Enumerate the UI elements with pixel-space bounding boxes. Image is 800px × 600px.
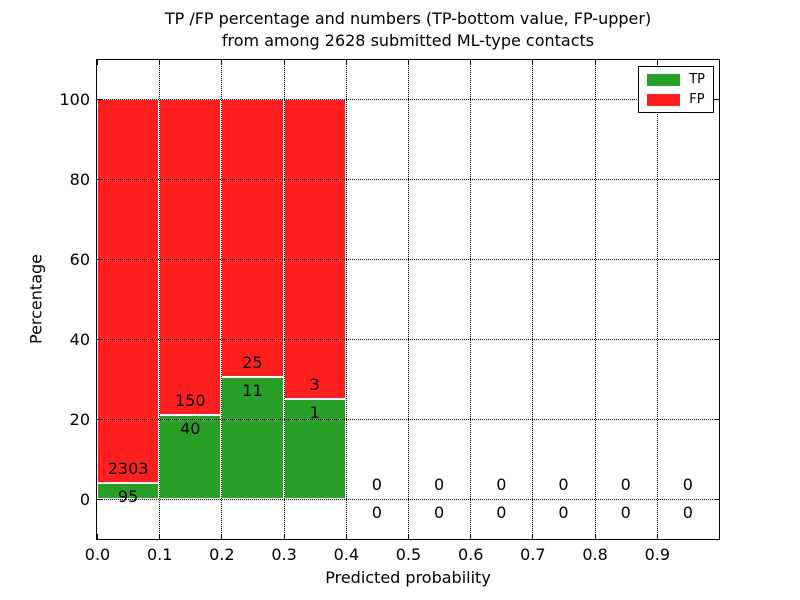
x-tick-top — [221, 60, 223, 65]
x-tick-label: 0.8 — [582, 545, 608, 564]
bar-count-tp: 0 — [620, 503, 631, 522]
bar-segment-fp — [283, 99, 346, 399]
bar-count-tp: 95 — [117, 487, 139, 507]
bar-segment-fp — [97, 99, 160, 484]
bar-count-tp: 11 — [242, 380, 263, 400]
chart-title: TP /FP percentage and numbers (TP-bottom… — [97, 8, 719, 52]
bar-count-fp: 0 — [434, 475, 445, 494]
x-tick-label: 0.3 — [271, 545, 297, 564]
bar-count-fp: 0 — [620, 475, 631, 494]
y-tick-left — [97, 419, 102, 420]
x-tick-label: 0.4 — [333, 545, 360, 564]
x-tick-bottom — [283, 534, 285, 539]
bar-count-tp: 1 — [309, 403, 320, 422]
x-tick-bottom — [97, 534, 98, 539]
gridline-x — [470, 60, 472, 539]
y-tick-label: 40 — [69, 329, 90, 349]
bar-count-tp: 0 — [682, 503, 693, 522]
x-tick-top — [656, 60, 658, 65]
bar-count-fp: 25 — [242, 352, 263, 372]
y-tick-right — [714, 419, 719, 420]
x-tick-bottom — [470, 534, 472, 539]
y-tick-label: 20 — [69, 409, 90, 429]
x-tick-top — [532, 60, 534, 65]
x-tick-bottom — [345, 534, 347, 539]
x-tick-bottom — [532, 534, 534, 539]
bar-count-tp: 40 — [180, 418, 201, 438]
y-tick-label: 100 — [59, 89, 90, 109]
x-tick-label: 0.0 — [84, 545, 111, 564]
gridline-x — [159, 60, 161, 539]
y-tick-label: 80 — [69, 169, 90, 189]
x-axis-label: Predicted probability — [325, 568, 491, 587]
x-tick-top — [408, 60, 409, 65]
gridline-x — [283, 60, 285, 539]
gridline-x — [221, 60, 223, 539]
chart-title-line2: from among 2628 submitted ML-type contac… — [221, 31, 595, 50]
legend-label: TP — [689, 72, 705, 87]
legend-item: FP — [647, 92, 705, 107]
x-tick-bottom — [408, 534, 409, 539]
gridline-x — [656, 60, 658, 539]
x-tick-top — [283, 60, 285, 65]
y-tick-left — [97, 499, 102, 500]
x-tick-top — [97, 60, 98, 65]
y-tick-right — [714, 179, 719, 180]
y-tick-right — [714, 499, 719, 500]
bar-count-fp: 0 — [496, 475, 507, 494]
bar-count-fp: 150 — [175, 390, 206, 410]
x-tick-top — [345, 60, 347, 65]
x-tick-bottom — [594, 534, 596, 539]
bar-segment-tp — [283, 399, 346, 499]
x-tick-bottom — [656, 534, 658, 539]
y-tick-label: 0 — [79, 489, 90, 509]
y-tick-left — [97, 179, 102, 180]
bar-count-tp: 0 — [434, 503, 445, 522]
bar-count-tp: 0 — [371, 503, 382, 522]
plot-area: TP FP 2303 95 150 40 25 11 3 1 0 0 0 0 0 0 0 0 0 0 0 0 — [96, 59, 720, 540]
gridline-x — [532, 60, 534, 539]
x-tick-top — [159, 60, 161, 65]
bar-segment-tp — [159, 414, 222, 499]
x-tick-bottom — [221, 534, 223, 539]
y-tick-right — [714, 339, 719, 340]
legend-label: FP — [689, 92, 705, 107]
legend-swatch-fp — [647, 93, 681, 106]
legend-item: TP — [647, 72, 705, 87]
x-tick-bottom — [159, 534, 161, 539]
x-tick-label: 0.9 — [644, 545, 671, 564]
y-tick-right — [714, 99, 719, 100]
bar-count-fp: 0 — [558, 475, 569, 494]
y-tick-left — [97, 259, 102, 260]
chart-title-line1: TP /FP percentage and numbers (TP-bottom… — [164, 9, 652, 28]
bar-count-fp: 0 — [682, 475, 693, 494]
bar-segment-fp — [159, 99, 222, 415]
bar-count-fp: 3 — [309, 375, 320, 394]
y-tick-right — [714, 259, 719, 260]
y-tick-left — [97, 99, 102, 100]
legend: TP FP — [638, 66, 714, 113]
x-tick-top — [594, 60, 596, 65]
gridline-x — [594, 60, 596, 539]
bar-count-tp: 0 — [496, 503, 507, 522]
x-tick-top — [470, 60, 472, 65]
gridline-x — [345, 60, 347, 539]
bar-segment-tp — [97, 483, 160, 499]
x-tick-label: 0.1 — [146, 545, 173, 564]
bar-segment-fp — [221, 99, 284, 377]
bar-count-fp: 2303 — [107, 459, 149, 479]
legend-swatch-tp — [647, 73, 681, 86]
x-tick-label: 0.2 — [209, 545, 235, 564]
x-tick-label: 0.5 — [395, 545, 422, 564]
bar-count-tp: 0 — [558, 503, 569, 522]
x-tick-label: 0.7 — [520, 545, 546, 564]
bar-count-fp: 0 — [371, 475, 382, 494]
x-tick-label: 0.6 — [457, 545, 484, 564]
y-tick-left — [97, 339, 102, 340]
gridline-x — [408, 60, 409, 539]
y-tick-label: 60 — [69, 249, 90, 269]
